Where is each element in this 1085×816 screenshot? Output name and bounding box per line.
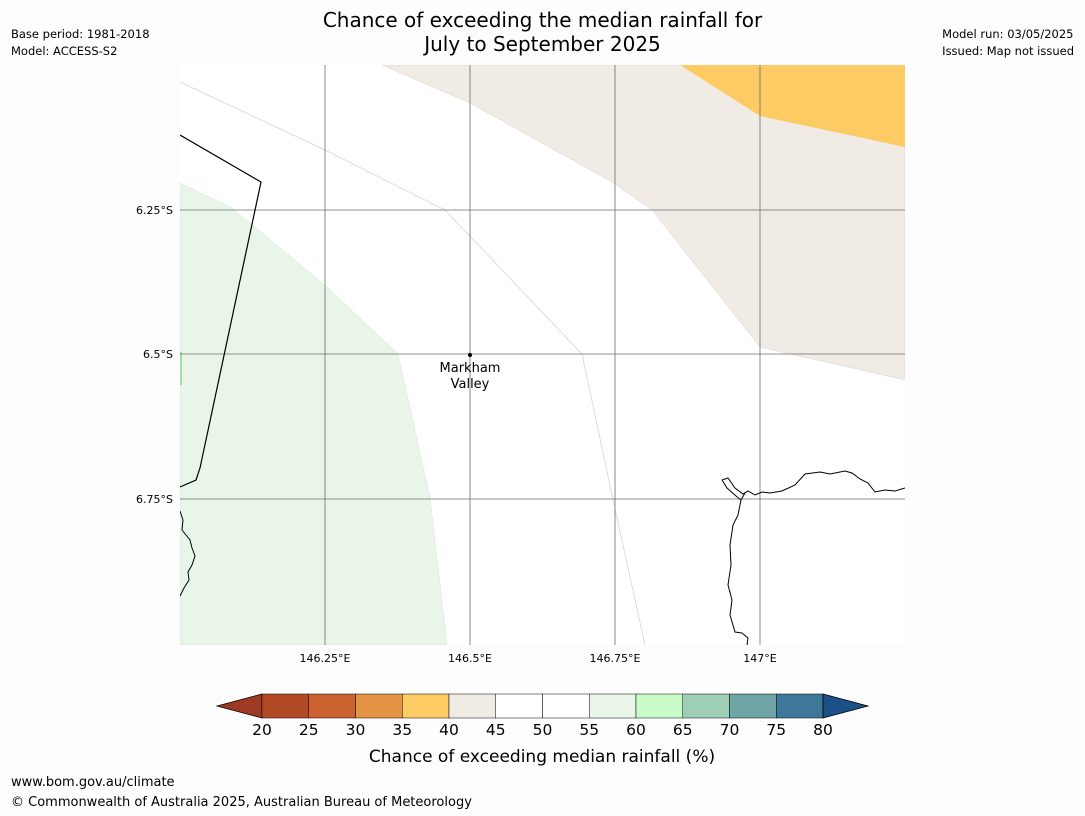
gridlines bbox=[180, 65, 905, 645]
region-55-60 bbox=[180, 182, 448, 645]
place-marker bbox=[468, 353, 472, 357]
contour-line bbox=[180, 81, 646, 645]
colorbar-segment bbox=[355, 693, 403, 719]
coastline-inlet bbox=[721, 479, 742, 501]
issued-status: Issued: Map not issued bbox=[942, 44, 1074, 58]
colorbar: 20 25 30 35 40 45 50 55 60 65 70 75 80 bbox=[215, 693, 870, 739]
lon-tick-label: 147°E bbox=[743, 652, 776, 665]
lat-tick-labels: 6.25°S 6.5°S 6.75°S bbox=[136, 204, 173, 506]
place-label-line-1: Markham bbox=[440, 361, 501, 376]
colorbar-tick-label: 70 bbox=[720, 721, 740, 739]
colorbar-segment bbox=[729, 693, 777, 719]
colorbar-tick-label: 50 bbox=[533, 721, 553, 739]
footer-url: www.bom.gov.au/climate bbox=[11, 775, 175, 790]
colorbar-tick-label: 55 bbox=[579, 721, 599, 739]
coastline-south bbox=[727, 492, 749, 645]
meta-right: Model run: 03/05/2025 Issued: Map not is… bbox=[942, 26, 1074, 60]
title-line-1: Chance of exceeding the median rainfall … bbox=[322, 8, 763, 32]
colorbar-segment bbox=[589, 693, 637, 719]
place-label-line-2: Valley bbox=[451, 377, 490, 392]
colorbar-label: Chance of exceeding median rainfall (%) bbox=[369, 747, 715, 767]
colorbar-segment bbox=[495, 693, 543, 719]
coastline-west bbox=[180, 510, 196, 597]
colorbar-extend-high bbox=[822, 693, 870, 719]
meta-left: Base period: 1981-2018 Model: ACCESS-S2 bbox=[11, 26, 150, 60]
lon-tick-label: 146.5°E bbox=[448, 652, 492, 665]
lat-tick-label: 6.5°S bbox=[143, 348, 173, 361]
colorbar-segment bbox=[261, 693, 309, 719]
colorbar-tick-label: 75 bbox=[766, 721, 786, 739]
colorbar-extend-low bbox=[215, 693, 263, 719]
colorbar-tick-label: 35 bbox=[392, 721, 412, 739]
colorbar-segment bbox=[635, 693, 683, 719]
lon-tick-labels: 146.25°E 146.5°E 146.75°E 147°E bbox=[300, 652, 777, 665]
colorbar-segment bbox=[542, 693, 590, 719]
title-line-2: July to September 2025 bbox=[424, 32, 661, 56]
lat-tick-label: 6.75°S bbox=[136, 493, 173, 506]
region-40-45 bbox=[381, 65, 905, 381]
base-period: Base period: 1981-2018 bbox=[11, 27, 150, 41]
colorbar-segment bbox=[308, 693, 356, 719]
colorbar-segment bbox=[402, 693, 450, 719]
model-name: Model: ACCESS-S2 bbox=[11, 44, 118, 58]
colorbar-tick-label: 25 bbox=[299, 721, 319, 739]
map-plot-area bbox=[180, 65, 905, 645]
colorbar-tick-label: 65 bbox=[673, 721, 693, 739]
colorbar-tick-label: 30 bbox=[346, 721, 366, 739]
footer-copyright: © Commonwealth of Australia 2025, Austra… bbox=[11, 795, 472, 810]
province-boundary bbox=[180, 134, 262, 488]
colorbar-segment bbox=[448, 693, 496, 719]
region-35-40 bbox=[680, 65, 905, 147]
model-run: Model run: 03/05/2025 bbox=[942, 27, 1074, 41]
colorbar-segment bbox=[682, 693, 730, 719]
lon-tick-label: 146.75°E bbox=[590, 652, 641, 665]
colorbar-tick-label: 40 bbox=[439, 721, 459, 739]
colorbar-segment bbox=[776, 693, 824, 719]
lat-tick-label: 6.25°S bbox=[136, 204, 173, 217]
colorbar-tick-label: 80 bbox=[813, 721, 833, 739]
lon-tick-label: 146.25°E bbox=[300, 652, 351, 665]
map-title: Chance of exceeding the median rainfall … bbox=[0, 8, 1085, 56]
colorbar-tick-label: 20 bbox=[252, 721, 272, 739]
colorbar-tick-label: 45 bbox=[486, 721, 506, 739]
colorbar-tick-label: 60 bbox=[626, 721, 646, 739]
